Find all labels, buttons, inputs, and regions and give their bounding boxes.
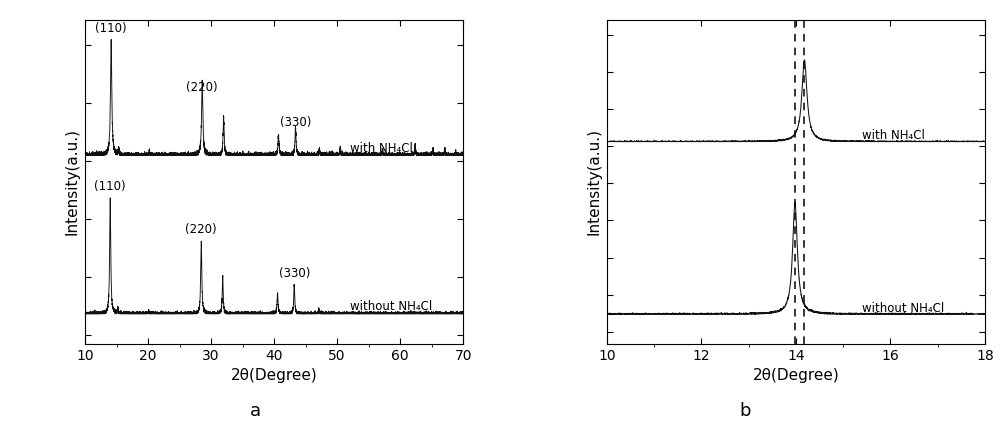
Text: (110): (110) bbox=[94, 180, 126, 193]
Text: a: a bbox=[249, 402, 261, 420]
Text: (110): (110) bbox=[95, 22, 127, 35]
Text: (220): (220) bbox=[186, 81, 218, 94]
Text: with NH₄Cl: with NH₄Cl bbox=[350, 142, 413, 155]
Text: (330): (330) bbox=[280, 116, 311, 128]
Text: without NH₄Cl: without NH₄Cl bbox=[350, 300, 432, 313]
Text: with NH₄Cl: with NH₄Cl bbox=[862, 129, 925, 142]
Text: without NH₄Cl: without NH₄Cl bbox=[862, 302, 944, 314]
X-axis label: 2θ(Degree): 2θ(Degree) bbox=[231, 368, 317, 383]
Y-axis label: Intensity(a.u.): Intensity(a.u.) bbox=[64, 128, 79, 235]
Text: b: b bbox=[739, 402, 751, 420]
X-axis label: 2θ(Degree): 2θ(Degree) bbox=[753, 368, 839, 383]
Y-axis label: Intensity(a.u.): Intensity(a.u.) bbox=[586, 128, 601, 235]
Text: (330): (330) bbox=[279, 267, 310, 280]
Text: (220): (220) bbox=[185, 223, 217, 236]
